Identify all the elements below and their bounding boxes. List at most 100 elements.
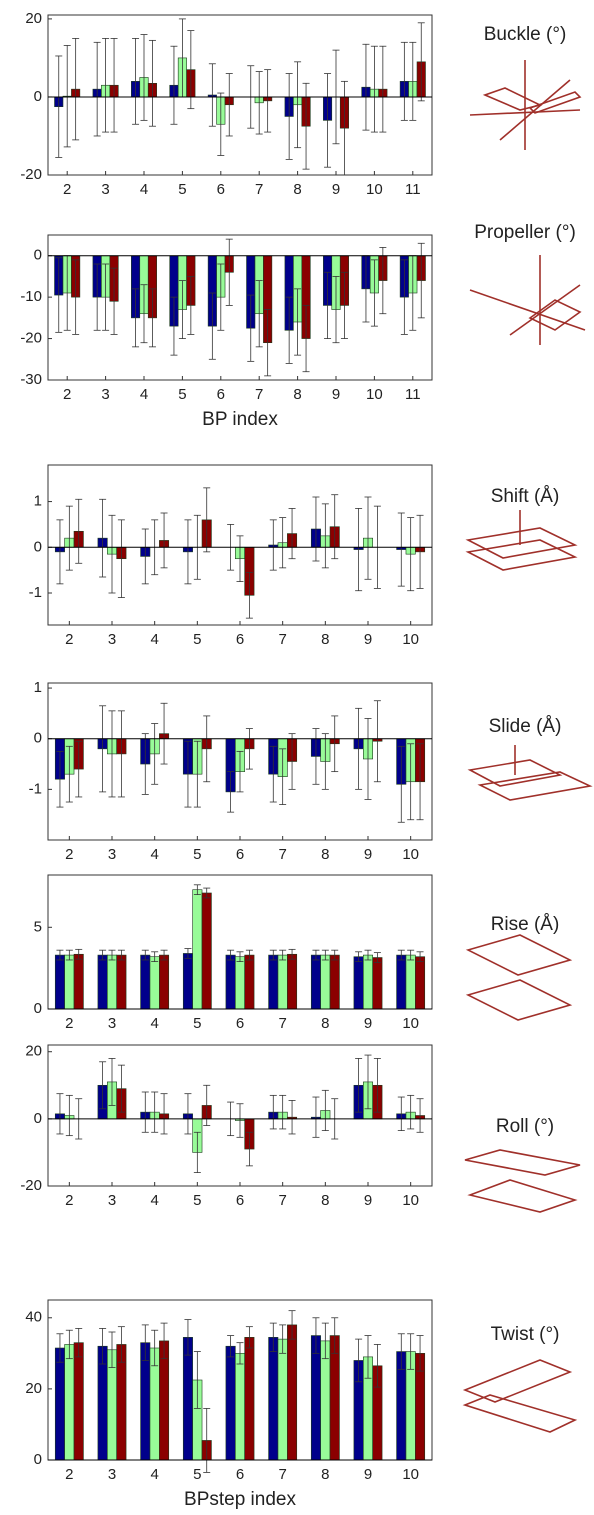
y-tick-label: 0 <box>34 538 42 555</box>
bar <box>235 957 244 1009</box>
x-tick-label: 7 <box>255 386 263 403</box>
x-tick-label: 3 <box>108 1015 116 1032</box>
bar <box>287 954 296 1009</box>
x-tick-label: 2 <box>65 1466 73 1483</box>
x-tick-label: 8 <box>321 1192 329 1209</box>
x-tick-label: 7 <box>278 1466 286 1483</box>
shift-icon <box>468 510 575 570</box>
panel-title: Slide (Å) <box>489 716 562 737</box>
bar <box>373 958 382 1009</box>
y-tick-label: 1 <box>34 493 42 510</box>
x-tick-label: 2 <box>63 386 71 403</box>
y-tick-label: 20 <box>25 1043 42 1060</box>
x-tick-label: 6 <box>236 1015 244 1032</box>
y-tick-label: -20 <box>20 1177 42 1194</box>
x-tick-label: 11 <box>405 181 421 198</box>
x-tick-label: 5 <box>193 846 201 863</box>
y-tick-label: 0 <box>34 247 42 264</box>
y-tick-label: -10 <box>20 288 42 305</box>
bar <box>183 953 192 1009</box>
x-tick-label: 2 <box>63 181 71 198</box>
rise-icon <box>468 935 570 1020</box>
x-tick-label: 3 <box>108 846 116 863</box>
y-tick-label: -20 <box>20 330 42 347</box>
bar <box>311 955 320 1009</box>
y-tick-label: 5 <box>34 918 42 935</box>
bar <box>159 955 168 1009</box>
x-tick-label: 2 <box>65 1192 73 1209</box>
x-tick-label: 9 <box>364 1015 372 1032</box>
x-tick-label: 6 <box>236 1192 244 1209</box>
x-tick-label: 3 <box>108 1192 116 1209</box>
x-tick-label: 4 <box>150 1466 158 1483</box>
y-tick-label: 0 <box>34 88 42 105</box>
x-tick-label: 10 <box>402 1192 419 1209</box>
x-tick-label: 8 <box>293 181 301 198</box>
x-tick-label: 3 <box>101 181 109 198</box>
bar <box>117 955 126 1009</box>
x-tick-label: 9 <box>332 181 340 198</box>
x-tick-label: 6 <box>236 1466 244 1483</box>
bar <box>150 957 159 1009</box>
x-tick-label: 4 <box>150 1192 158 1209</box>
x-tick-label: 2 <box>65 846 73 863</box>
x-tick-label: 10 <box>366 386 383 403</box>
panel-title: Buckle (°) <box>484 24 567 45</box>
bar <box>226 1346 235 1460</box>
x-tick-label: 4 <box>150 631 158 648</box>
x-tick-label: 4 <box>150 846 158 863</box>
x-tick-label: 10 <box>402 1466 419 1483</box>
x-tick-label: 5 <box>178 181 186 198</box>
x-tick-label: 4 <box>140 386 148 403</box>
bar <box>397 955 406 1009</box>
y-tick-label: 0 <box>34 730 42 747</box>
x-tick-label: 6 <box>217 181 225 198</box>
twist-icon <box>465 1360 575 1432</box>
bar <box>226 955 235 1009</box>
bar <box>55 955 64 1009</box>
y-tick-label: -20 <box>20 166 42 183</box>
panel-title: Roll (°) <box>496 1116 554 1137</box>
x-tick-label: 8 <box>321 1466 329 1483</box>
y-tick-label: -1 <box>29 584 42 601</box>
bar <box>65 1344 74 1460</box>
x-tick-label: 10 <box>402 1015 419 1032</box>
x-tick-label: 6 <box>217 386 225 403</box>
x-tick-label: 10 <box>402 631 419 648</box>
x-tick-label: 11 <box>405 386 421 403</box>
bar <box>278 955 287 1009</box>
panel-title: Propeller (°) <box>474 222 576 243</box>
x-tick-label: 8 <box>321 1015 329 1032</box>
bar <box>183 1337 192 1460</box>
bar <box>363 955 372 1009</box>
x-tick-label: 10 <box>366 181 383 198</box>
bar <box>330 955 339 1009</box>
y-tick-label: 0 <box>34 1110 42 1127</box>
y-tick-label: -1 <box>29 780 42 797</box>
x-tick-label: 9 <box>364 631 372 648</box>
bar <box>245 1337 254 1460</box>
x-tick-label: 5 <box>193 631 201 648</box>
bar <box>74 954 83 1009</box>
bar <box>406 955 415 1009</box>
x-tick-label: 6 <box>236 846 244 863</box>
x-tick-label: 2 <box>65 1015 73 1032</box>
figure: Buckle (°)-20020234567891011Propeller (°… <box>0 0 594 1515</box>
x-tick-label: 9 <box>364 1466 372 1483</box>
bar <box>55 1348 64 1460</box>
bar <box>98 955 107 1009</box>
bar <box>311 1336 320 1460</box>
x-tick-label: 7 <box>278 1192 286 1209</box>
bar <box>269 1337 278 1460</box>
propeller-icon <box>470 255 585 345</box>
bar <box>65 955 74 1009</box>
bar <box>321 955 330 1009</box>
x-tick-label: 9 <box>364 1192 372 1209</box>
bar <box>193 890 202 1009</box>
x-tick-label: 10 <box>402 846 419 863</box>
bar <box>269 955 278 1009</box>
bar <box>235 1353 244 1460</box>
y-tick-label: 40 <box>25 1309 42 1326</box>
x-tick-label: 9 <box>332 386 340 403</box>
bar <box>202 893 211 1009</box>
